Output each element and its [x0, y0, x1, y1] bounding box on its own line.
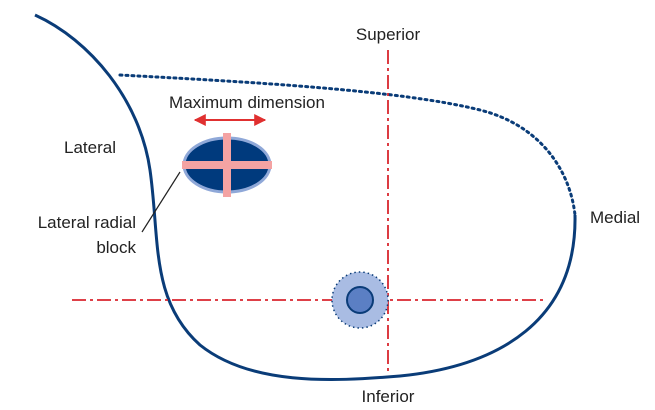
label-medial: Medial	[590, 208, 640, 227]
label-superior: Superior	[356, 25, 421, 44]
label-lateral-radial-block: Lateral radial	[38, 213, 136, 232]
label-max-dimension: Maximum dimension	[169, 93, 325, 112]
breast-outline	[35, 15, 575, 380]
diagram: Superior Inferior Lateral Medial Maximum…	[0, 0, 655, 410]
label-inferior: Inferior	[362, 387, 415, 406]
label-lateral: Lateral	[64, 138, 116, 157]
label-lateral-radial-block: block	[96, 238, 136, 257]
leader-line	[142, 172, 180, 232]
nipple	[347, 287, 373, 313]
